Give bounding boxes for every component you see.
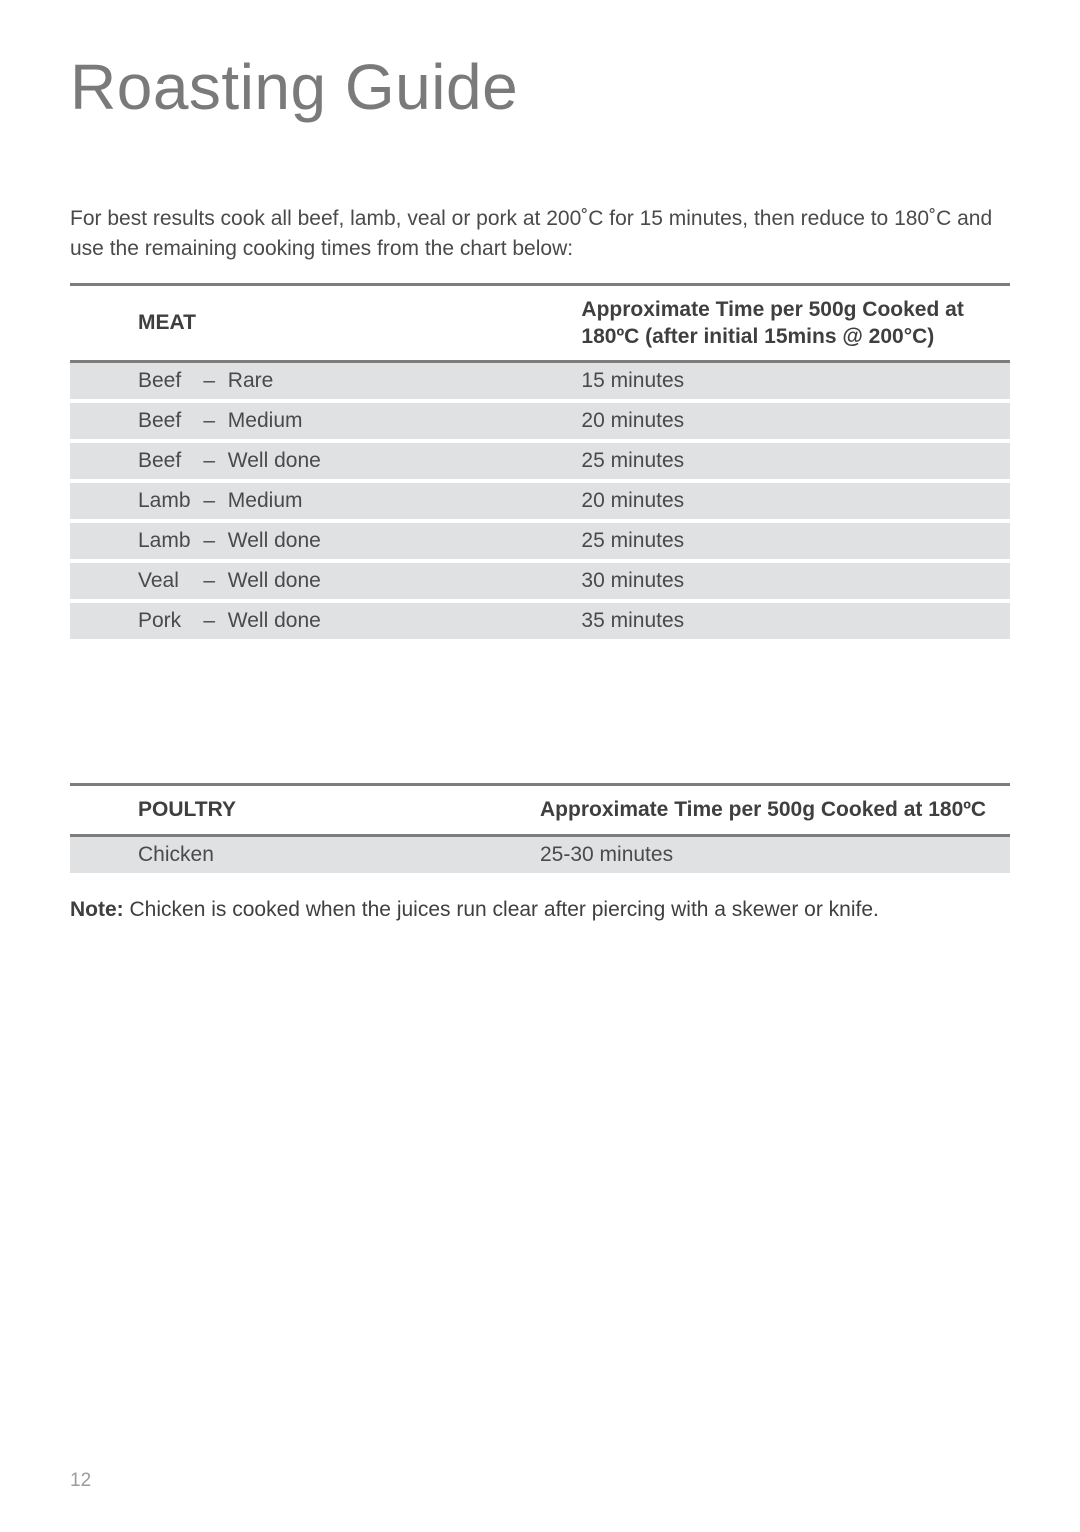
meat-name: Beef [70, 441, 191, 481]
meat-header-right: Approximate Time per 500g Cooked at 180º… [581, 284, 1010, 362]
doneness: Medium [228, 481, 582, 521]
cook-time: 30 minutes [581, 561, 1010, 601]
note-label: Note: [70, 898, 124, 921]
separator: – [191, 601, 228, 641]
meat-name: Veal [70, 561, 191, 601]
doneness: Well done [228, 521, 582, 561]
table-row: Beef – Well done 25 minutes [70, 441, 1010, 481]
poultry-header-right: Approximate Time per 500g Cooked at 180º… [540, 785, 1010, 835]
note-text: Chicken is cooked when the juices run cl… [124, 898, 879, 921]
cook-time: 25 minutes [581, 521, 1010, 561]
page-title: Roasting Guide [70, 50, 1010, 124]
cook-time: 25 minutes [581, 441, 1010, 481]
meat-table-header: MEAT Approximate Time per 500g Cooked at… [70, 284, 1010, 362]
table-row: Lamb – Well done 25 minutes [70, 521, 1010, 561]
table-row: Chicken 25-30 minutes [70, 835, 1010, 875]
table-row: Veal – Well done 30 minutes [70, 561, 1010, 601]
poultry-table-header: POULTRY Approximate Time per 500g Cooked… [70, 785, 1010, 835]
poultry-table: POULTRY Approximate Time per 500g Cooked… [70, 783, 1010, 876]
cook-time: 15 minutes [581, 362, 1010, 402]
meat-header-left: MEAT [70, 284, 581, 362]
poultry-name: Chicken [70, 835, 540, 875]
table-row: Pork – Well done 35 minutes [70, 601, 1010, 641]
meat-name: Lamb [70, 521, 191, 561]
doneness: Well done [228, 441, 582, 481]
meat-table: MEAT Approximate Time per 500g Cooked at… [70, 283, 1010, 644]
intro-text: For best results cook all beef, lamb, ve… [70, 204, 1010, 265]
table-row: Beef – Medium 20 minutes [70, 401, 1010, 441]
doneness: Rare [228, 362, 582, 402]
separator: – [191, 561, 228, 601]
separator: – [191, 481, 228, 521]
table-row: Beef – Rare 15 minutes [70, 362, 1010, 402]
meat-name: Beef [70, 401, 191, 441]
separator: – [191, 362, 228, 402]
doneness: Well done [228, 561, 582, 601]
cook-time: 25-30 minutes [540, 835, 1010, 875]
doneness: Well done [228, 601, 582, 641]
separator: – [191, 521, 228, 561]
doneness: Medium [228, 401, 582, 441]
page-number: 12 [70, 1470, 91, 1492]
meat-name: Beef [70, 362, 191, 402]
page: Roasting Guide For best results cook all… [0, 0, 1080, 1532]
cook-time: 20 minutes [581, 481, 1010, 521]
poultry-header-left: POULTRY [70, 785, 540, 835]
cook-time: 20 minutes [581, 401, 1010, 441]
meat-name: Pork [70, 601, 191, 641]
table-row: Lamb – Medium 20 minutes [70, 481, 1010, 521]
cook-time: 35 minutes [581, 601, 1010, 641]
note: Note: Chicken is cooked when the juices … [70, 898, 1010, 922]
meat-name: Lamb [70, 481, 191, 521]
separator: – [191, 441, 228, 481]
separator: – [191, 401, 228, 441]
